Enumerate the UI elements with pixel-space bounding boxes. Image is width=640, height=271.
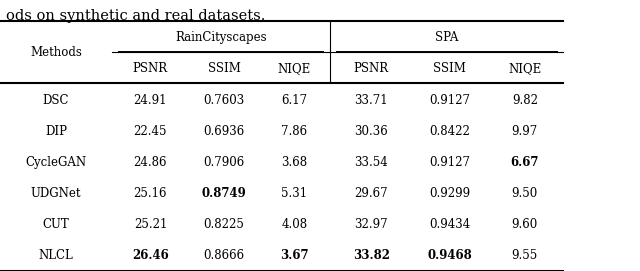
- Text: 0.7906: 0.7906: [204, 156, 244, 169]
- Text: PSNR: PSNR: [133, 62, 168, 75]
- Text: 9.82: 9.82: [512, 93, 538, 107]
- Text: 0.8422: 0.8422: [429, 125, 470, 138]
- Text: DSC: DSC: [43, 93, 69, 107]
- Text: 0.9127: 0.9127: [429, 156, 470, 169]
- Text: 3.68: 3.68: [282, 156, 307, 169]
- Text: PSNR: PSNR: [354, 62, 388, 75]
- Text: 9.97: 9.97: [511, 125, 538, 138]
- Text: 0.6936: 0.6936: [204, 125, 244, 138]
- Text: 0.9468: 0.9468: [428, 249, 472, 262]
- Text: DIP: DIP: [45, 125, 67, 138]
- Text: 33.54: 33.54: [355, 156, 388, 169]
- Text: SPA: SPA: [435, 31, 458, 44]
- Text: NLCL: NLCL: [38, 249, 74, 262]
- Text: 29.67: 29.67: [355, 187, 388, 200]
- Text: 30.36: 30.36: [355, 125, 388, 138]
- Text: CUT: CUT: [43, 218, 69, 231]
- Text: 9.60: 9.60: [511, 218, 538, 231]
- Text: CycleGAN: CycleGAN: [26, 156, 86, 169]
- Text: 3.67: 3.67: [280, 249, 308, 262]
- Text: 9.55: 9.55: [511, 249, 538, 262]
- Text: UDGNet: UDGNet: [31, 187, 81, 200]
- Text: 5.31: 5.31: [282, 187, 307, 200]
- Text: 0.8749: 0.8749: [202, 187, 246, 200]
- Text: 6.17: 6.17: [282, 93, 307, 107]
- Text: 0.8666: 0.8666: [204, 249, 244, 262]
- Text: 32.97: 32.97: [355, 218, 388, 231]
- Text: 0.9127: 0.9127: [429, 93, 470, 107]
- Text: 0.8225: 0.8225: [204, 218, 244, 231]
- Text: 4.08: 4.08: [282, 218, 307, 231]
- Text: 33.71: 33.71: [355, 93, 388, 107]
- Text: Methods: Methods: [30, 46, 82, 59]
- Text: 24.91: 24.91: [134, 93, 167, 107]
- Text: 0.7603: 0.7603: [204, 93, 244, 107]
- Text: 22.45: 22.45: [134, 125, 167, 138]
- Text: 0.9434: 0.9434: [429, 218, 470, 231]
- Text: RainCityscapes: RainCityscapes: [175, 31, 267, 44]
- Text: 25.21: 25.21: [134, 218, 167, 231]
- Text: 6.67: 6.67: [511, 156, 539, 169]
- Text: SSIM: SSIM: [433, 62, 466, 75]
- Text: 26.46: 26.46: [132, 249, 169, 262]
- Text: NIQE: NIQE: [508, 62, 541, 75]
- Text: 7.86: 7.86: [282, 125, 307, 138]
- Text: 33.82: 33.82: [353, 249, 390, 262]
- Text: NIQE: NIQE: [278, 62, 311, 75]
- Text: 0.9299: 0.9299: [429, 187, 470, 200]
- Text: ods on synthetic and real datasets.: ods on synthetic and real datasets.: [6, 9, 266, 24]
- Text: 24.86: 24.86: [134, 156, 167, 169]
- Text: 25.16: 25.16: [134, 187, 167, 200]
- Text: SSIM: SSIM: [207, 62, 241, 75]
- Text: 9.50: 9.50: [511, 187, 538, 200]
